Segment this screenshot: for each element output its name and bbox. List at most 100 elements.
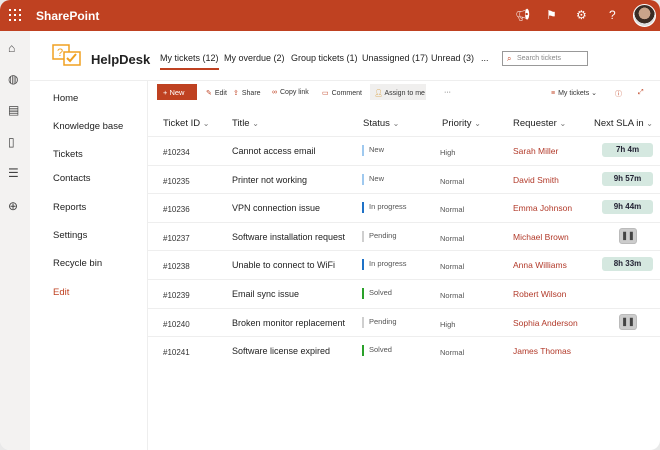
suite-bar: SharePoint 📢︎ ⚑ ⚙ ? <box>0 0 660 31</box>
status-bar <box>362 145 364 156</box>
ticket-id: #10234 <box>163 148 190 157</box>
tab-unassigned[interactable]: Unassigned (17) <box>362 53 429 63</box>
table-row[interactable]: #10236 VPN connection issue In progress Nor… <box>148 193 660 222</box>
priority: Normal <box>440 205 465 215</box>
ticket-title[interactable]: VPN connection issue <box>232 203 321 214</box>
table-row[interactable]: #10239 Email sync issue Solved Normal Robert… <box>148 279 660 308</box>
sla-badge: 9h 44m <box>602 200 653 215</box>
megaphone-icon[interactable]: 📢︎ <box>515 8 531 22</box>
tab-more[interactable]: ... <box>481 53 489 63</box>
view-icon: ≡ <box>551 90 556 97</box>
status-text: New <box>369 145 385 154</box>
site-header: ? HelpDesk My tickets (12) My overdue (2… <box>30 31 660 81</box>
priority: Normal <box>440 348 465 358</box>
nav-home[interactable]: Home <box>53 93 79 104</box>
new-button[interactable]: + New <box>157 84 197 100</box>
search-icon: ⌕ <box>507 54 512 63</box>
priority: Normal <box>440 262 465 272</box>
avatar[interactable] <box>633 4 656 27</box>
copy-link-button[interactable]: ∞ Copy link <box>272 89 309 96</box>
requester[interactable]: Sophia Anderson <box>513 317 578 328</box>
nav-reports[interactable]: Reports <box>53 202 87 213</box>
view-selector[interactable]: ≡ My tickets ⌄ <box>551 90 598 97</box>
table-row[interactable]: #10241 Software license expired Solved Norm… <box>148 336 660 365</box>
helpdesk-logo-icon: ? <box>52 44 81 66</box>
assign-to-me-button[interactable]: 👤︎ Assign to me <box>370 84 426 100</box>
pause-icon[interactable]: ❚❚ <box>619 227 637 244</box>
site-title[interactable]: HelpDesk <box>91 52 151 67</box>
requester[interactable]: Emma Johnson <box>513 203 573 214</box>
column-header[interactable]: Requester ⌄ <box>513 118 567 129</box>
person-icon: 👤︎ <box>374 90 383 97</box>
tab-group-tickets[interactable]: Group tickets (1) <box>291 53 358 63</box>
expand-icon[interactable]: ⤢ <box>638 89 644 96</box>
status-bar <box>362 259 364 271</box>
sla-badge: 8h 33m <box>602 257 653 272</box>
status-text: New <box>369 173 385 183</box>
info-icon[interactable]: ⓘ <box>615 91 622 98</box>
home-icon[interactable]: ⌂ <box>8 41 16 55</box>
ticket-title[interactable]: Software license expired <box>232 346 331 357</box>
comment-button[interactable]: ▭ Comment <box>322 90 362 97</box>
ticket-id: #10235 <box>163 176 190 186</box>
gear-icon[interactable]: ⚙ <box>576 8 587 22</box>
tab-my-overdue[interactable]: My overdue (2) <box>224 53 285 63</box>
table-row[interactable]: #10234 Cannot access email New High Sarah Mi… <box>148 136 660 165</box>
feedback-icon[interactable]: ⚑ <box>546 8 557 22</box>
ticket-title[interactable]: Cannot access email <box>232 146 316 156</box>
column-header[interactable]: Status ⌄ <box>363 118 400 129</box>
requester[interactable]: James Thomas <box>513 346 571 357</box>
ticket-id: #10238 <box>163 262 190 272</box>
requester[interactable]: Sarah Miller <box>513 146 559 156</box>
table-row[interactable]: #10240 Broken monitor replacement Pending H… <box>148 307 660 337</box>
priority: High <box>440 319 456 329</box>
nav-settings[interactable]: Settings <box>53 230 88 241</box>
requester[interactable]: Michael Brown <box>513 231 569 242</box>
column-header[interactable]: Next SLA in ⌄ <box>594 118 653 129</box>
add-icon[interactable]: ⊕ <box>8 199 19 213</box>
pencil-icon: ✎ <box>206 90 212 97</box>
column-header[interactable]: Priority ⌄ <box>442 118 481 129</box>
comment-icon: ▭ <box>322 90 329 97</box>
tab-unread[interactable]: Unread (3) <box>431 53 475 63</box>
status-bar <box>362 173 364 185</box>
nav-edit[interactable]: Edit <box>53 287 70 298</box>
requester[interactable]: Anna Williams <box>513 260 567 271</box>
app-title[interactable]: SharePoint <box>36 9 100 23</box>
table-row[interactable]: #10238 Unable to connect to WiFi In progre… <box>148 250 660 279</box>
help-icon[interactable]: ? <box>609 8 616 22</box>
requester[interactable]: Robert Wilson <box>513 289 567 299</box>
nav-knowledge-base[interactable]: Knowledge base <box>53 121 124 132</box>
status-text: Solved <box>369 288 392 297</box>
nav-recycle-bin[interactable]: Recycle bin <box>53 258 103 269</box>
chevron-down-icon: ⌄ <box>646 119 653 128</box>
ticket-title[interactable]: Software installation request <box>232 231 346 242</box>
tab-my-tickets[interactable]: My tickets (12) <box>160 53 219 70</box>
news-icon[interactable]: ▤ <box>8 103 20 117</box>
pause-icon[interactable]: ❚❚ <box>619 313 637 330</box>
nav-contacts[interactable]: Contacts <box>53 173 91 184</box>
sla-badge: 7h 4m <box>602 143 653 157</box>
list-icon[interactable]: ☰ <box>8 166 19 180</box>
nav-tickets[interactable]: Tickets <box>53 149 83 160</box>
command-bar: + New ✎ Edit ⇪ Share ∞ Copy link ▭ Comment 👤… <box>148 84 660 102</box>
table-row[interactable]: #10237 Software installation request Pendi… <box>148 221 660 251</box>
requester[interactable]: David Smith <box>513 174 559 185</box>
table-row[interactable]: #10235 Printer not working New Normal David … <box>148 164 660 194</box>
globe-icon[interactable]: ◍ <box>8 72 19 86</box>
app-launcher-icon[interactable] <box>9 9 21 21</box>
search-input[interactable]: ⌕ Search tickets <box>502 51 588 66</box>
ticket-title[interactable]: Printer not working <box>232 174 308 185</box>
more-button[interactable]: ··· <box>444 89 451 96</box>
column-header[interactable]: Ticket ID ⌄ <box>163 118 210 129</box>
link-icon: ∞ <box>272 89 277 96</box>
share-button[interactable]: ⇪ Share <box>233 90 261 97</box>
ticket-id: #10237 <box>163 233 190 243</box>
file-icon[interactable]: ▯ <box>8 135 15 149</box>
edit-button[interactable]: ✎ Edit <box>206 90 227 97</box>
ticket-title[interactable]: Broken monitor replacement <box>232 317 346 328</box>
ticket-title[interactable]: Email sync issue <box>232 289 300 299</box>
ticket-title[interactable]: Unable to connect to WiFi <box>232 260 336 271</box>
column-header[interactable]: Title ⌄ <box>232 118 259 129</box>
